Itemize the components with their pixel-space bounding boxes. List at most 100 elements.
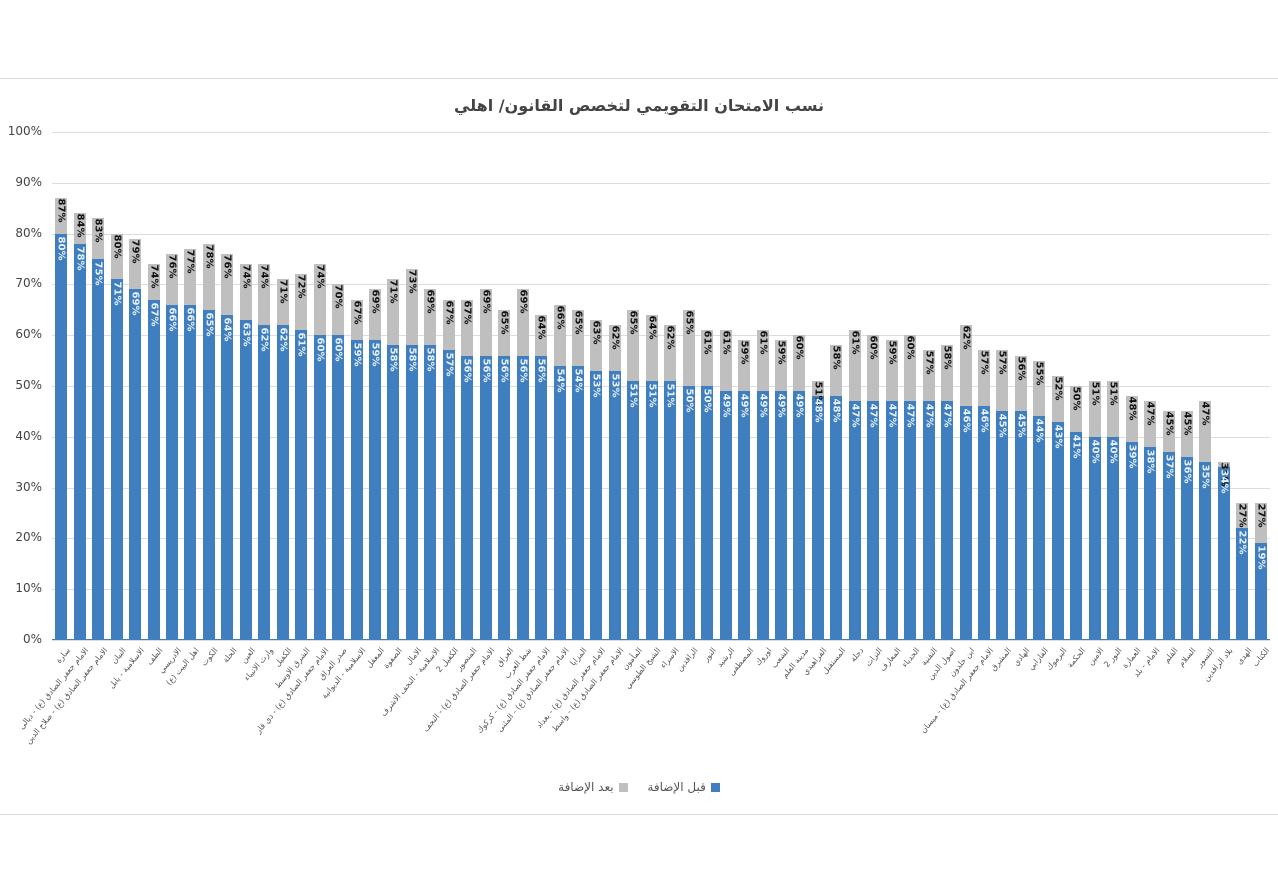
- bar: 69% 59%: [368, 289, 381, 640]
- legend-item-after: بعد الإضافة: [558, 780, 628, 794]
- bar-label-before: 71%: [111, 281, 123, 306]
- bar-label-after: 65%: [572, 310, 584, 335]
- bar-before: [239, 319, 252, 640]
- bar-before: [332, 335, 345, 640]
- bar-label-before: 36%: [1181, 459, 1193, 484]
- bar: 59% 49%: [738, 340, 751, 640]
- bar-before: [1014, 411, 1027, 640]
- bar-before: [1033, 416, 1046, 640]
- bar-label-before: 64%: [221, 317, 233, 342]
- bar-label-after: 65%: [627, 310, 639, 335]
- bar-before: [1162, 452, 1175, 640]
- bar-label-before: 59%: [369, 342, 381, 367]
- bar-label-after: 61%: [720, 330, 732, 355]
- bar-label-before: 80%: [55, 236, 67, 261]
- bar-before: [295, 330, 308, 640]
- bar-label-before: 47%: [941, 403, 953, 428]
- bar-label-before: 58%: [406, 347, 418, 372]
- bar-label-before: 56%: [461, 358, 473, 382]
- legend-item-before: قبل الإضافة: [647, 780, 720, 794]
- bar: 50% 41%: [1070, 386, 1083, 640]
- bar: 47% 35%: [1199, 401, 1212, 640]
- bar-label-before: 47%: [886, 403, 898, 428]
- bar-label-before: 45%: [996, 413, 1008, 438]
- bar-label-before: 35%: [1199, 464, 1211, 489]
- bar-label-before: 51%: [646, 383, 658, 408]
- bar: 58% 48%: [830, 345, 843, 640]
- bar-label-after: 79%: [129, 239, 141, 264]
- bar-label-after: 80%: [111, 234, 123, 259]
- bar-label-before: 59%: [351, 342, 362, 367]
- chart-title: نسب الامتحان التقويمي لتخصص القانون/ اهل…: [453, 96, 825, 115]
- bar-label-after: 60%: [904, 335, 916, 360]
- bar-label-before: 40%: [1107, 439, 1119, 464]
- bar-label-before: 63%: [240, 322, 252, 347]
- bar-label-after: 87%: [55, 198, 67, 223]
- bar-label-after: 71%: [277, 279, 289, 304]
- gridline: [52, 182, 1270, 184]
- bar-label-after: 27%: [1236, 503, 1248, 528]
- bar: 58% 47%: [941, 345, 954, 640]
- bar: 61% 49%: [756, 330, 769, 640]
- bar-before: [350, 340, 363, 640]
- bar-label-before: 61%: [295, 332, 307, 357]
- bar: 61% 50%: [701, 330, 714, 640]
- bar-label-before: 56%: [517, 358, 529, 382]
- bar-label-after: 78%: [203, 244, 215, 269]
- bar-label-before: 56%: [480, 358, 492, 382]
- bar-before: [848, 401, 861, 640]
- bar-before: [1107, 436, 1120, 640]
- bar-label-before: 48%: [830, 398, 842, 423]
- bar-before: [904, 401, 917, 640]
- y-tick-label: 20%: [15, 530, 42, 545]
- y-tick-label: 60%: [15, 327, 42, 342]
- bar-label-before: 58%: [424, 347, 436, 372]
- bar-before: [129, 289, 142, 640]
- bar: 78% 65%: [202, 243, 215, 640]
- bar-before: [424, 345, 437, 640]
- y-tick-label: 100%: [7, 124, 42, 138]
- bar-label-before: 69%: [129, 292, 141, 316]
- bar-label-after: 55%: [1033, 361, 1045, 386]
- bar-before: [959, 406, 972, 640]
- bar: 45% 37%: [1162, 411, 1175, 640]
- bar: 51% 40%: [1088, 380, 1101, 640]
- bar-label-after: 52%: [1052, 376, 1064, 401]
- bar-before: [1125, 441, 1138, 640]
- legend-swatch-after: [618, 782, 628, 792]
- bar-label-before: 46%: [978, 408, 990, 433]
- bar-label-after: 65%: [498, 310, 510, 335]
- bar-before: [313, 335, 326, 640]
- bar-before: [811, 396, 824, 640]
- bar-before: [55, 233, 68, 640]
- bar: 64% 56%: [535, 314, 548, 640]
- bar-before: [738, 391, 751, 640]
- bar-label-after: 65%: [683, 310, 695, 335]
- bar-before: [368, 340, 381, 640]
- gridline: [52, 233, 1270, 235]
- bar-before: [756, 391, 769, 640]
- bar: 62% 46%: [959, 325, 972, 640]
- bar-label-before: 41%: [1070, 434, 1082, 459]
- bar-label-after: 69%: [517, 290, 529, 314]
- bar-label-after: 62%: [960, 325, 971, 350]
- bar: 72% 61%: [295, 274, 308, 640]
- bar-label-before: 47%: [923, 403, 935, 428]
- bar-label-before: 19%: [1255, 546, 1267, 570]
- bar-before: [608, 370, 621, 640]
- bar-label-after: 72%: [295, 274, 307, 299]
- bar: 66% 54%: [553, 304, 566, 640]
- bar: 65% 51%: [627, 309, 640, 640]
- bar: 63% 53%: [590, 319, 603, 640]
- bar-before: [1217, 467, 1230, 640]
- y-tick-label: 10%: [15, 581, 42, 596]
- gridline: [52, 487, 1270, 489]
- bar-label-after: 77%: [184, 249, 196, 274]
- bar-label-before: 56%: [498, 358, 510, 382]
- bar: 35% 34%: [1217, 462, 1230, 640]
- bar-before: [793, 391, 806, 640]
- bar-before: [1180, 457, 1193, 640]
- bar: 67% 57%: [442, 299, 455, 640]
- bar-label-before: 50%: [701, 388, 713, 413]
- y-tick-label: 70%: [15, 276, 42, 291]
